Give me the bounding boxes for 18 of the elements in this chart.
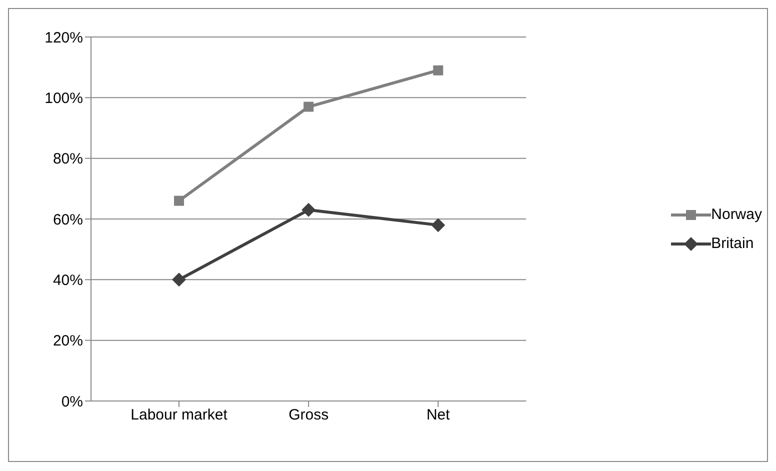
y-tick-label: 0% bbox=[61, 393, 83, 410]
y-tick-label: 20% bbox=[52, 332, 83, 350]
y-tick-label: 40% bbox=[52, 272, 83, 289]
y-tick-label: 80% bbox=[52, 150, 83, 168]
point bbox=[174, 196, 184, 206]
y-tick-label: 100% bbox=[44, 90, 83, 107]
x-tick-label: Gross bbox=[288, 406, 329, 424]
point bbox=[302, 202, 316, 217]
point bbox=[172, 272, 186, 287]
point bbox=[431, 218, 446, 232]
y-tick-label: 120% bbox=[44, 29, 83, 46]
point bbox=[304, 102, 314, 112]
legend-label: Britain bbox=[711, 235, 754, 252]
point bbox=[433, 65, 444, 76]
x-tick-label: Labour market bbox=[130, 406, 228, 424]
legend-label: Norway bbox=[711, 206, 762, 223]
y-tick-label: 60% bbox=[52, 211, 83, 228]
x-tick-label: Net bbox=[426, 406, 451, 424]
